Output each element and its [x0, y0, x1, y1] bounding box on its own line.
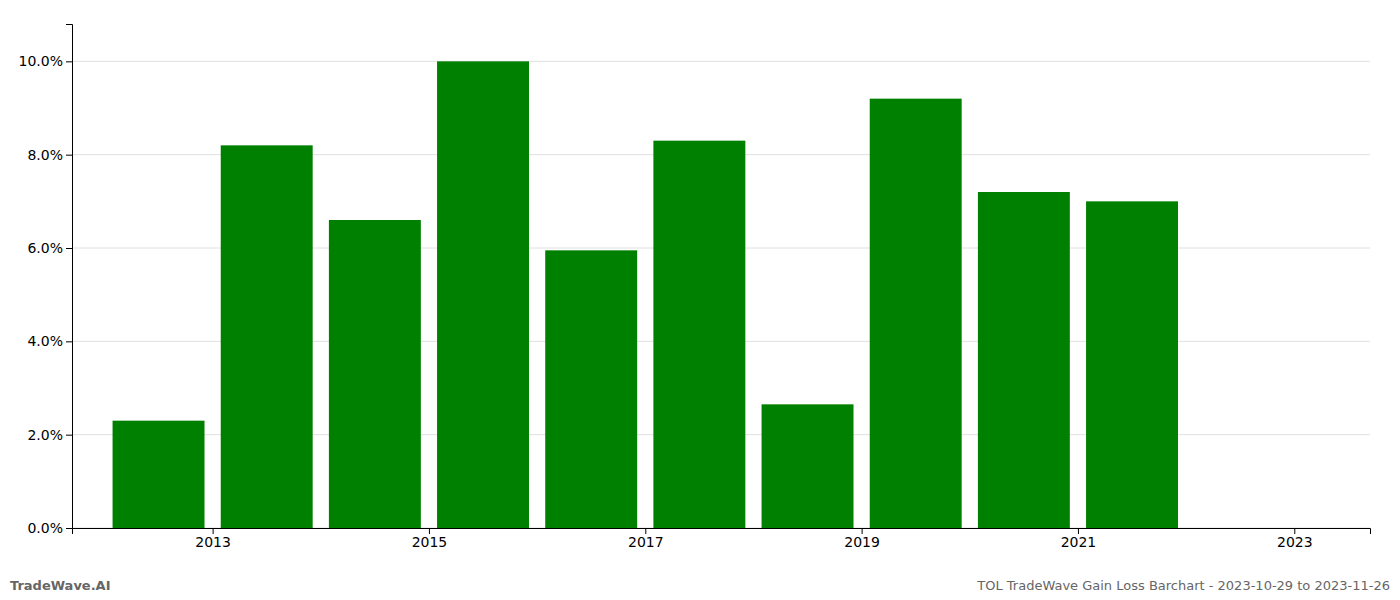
footer-text: TradeWave.AI	[10, 578, 111, 593]
tick-label: 8.0%	[27, 147, 63, 163]
bar	[437, 61, 529, 528]
tick-label: 2013	[195, 534, 231, 550]
tick: 8.0%	[27, 147, 72, 163]
bar	[221, 145, 313, 528]
chart-container: 0.0%2.0%4.0%6.0%8.0%10.0%201320152017201…	[0, 0, 1400, 600]
tick: 2.0%	[27, 427, 72, 443]
grid	[72, 61, 1370, 528]
tick-label: 2021	[1061, 534, 1097, 550]
bar	[870, 99, 962, 528]
tick: 2023	[1277, 528, 1313, 550]
tick-mark	[66, 61, 72, 62]
tick: 10.0%	[19, 53, 72, 69]
bars	[113, 61, 1178, 528]
tick-label: 2017	[628, 534, 664, 550]
bar	[545, 250, 637, 528]
tick: 2013	[195, 528, 231, 550]
bar	[1086, 201, 1178, 528]
plot: 0.0%2.0%4.0%6.0%8.0%10.0%201320152017201…	[19, 25, 1371, 550]
tick-label: 0.0%	[27, 520, 63, 536]
bar	[653, 141, 745, 528]
axis-line	[66, 25, 73, 529]
footer-text: TOL TradeWave Gain Loss Barchart - 2023-…	[976, 578, 1390, 593]
x-axis: 2013 2015 2017 2019 2021 2023	[73, 528, 1371, 550]
y-axis: 0.0% 2.0% 4.0% 6.0% 8.0% 10.0%	[19, 25, 73, 536]
tick-label: 4.0%	[27, 333, 63, 349]
tick-mark	[66, 248, 72, 249]
tick-label: 2.0%	[27, 427, 63, 443]
bar	[762, 404, 854, 528]
tick: 2021	[1061, 528, 1097, 550]
tick-label: 10.0%	[19, 53, 63, 69]
tick-mark	[66, 435, 72, 436]
tick-label: 2023	[1277, 534, 1313, 550]
axis-line	[73, 529, 1371, 535]
tick: 6.0%	[27, 240, 72, 256]
bar	[329, 220, 421, 528]
tick-mark	[66, 528, 72, 529]
tick: 2017	[628, 528, 664, 550]
tick: 2019	[844, 528, 880, 550]
tick-mark	[66, 155, 72, 156]
grid-line	[72, 61, 1370, 62]
tick: 0.0%	[27, 520, 72, 536]
tick-label: 6.0%	[27, 240, 63, 256]
bar	[113, 421, 205, 528]
bar	[978, 192, 1070, 528]
chart-svg: 0.0%2.0%4.0%6.0%8.0%10.0%201320152017201…	[0, 0, 1400, 600]
tick-label: 2015	[412, 534, 448, 550]
tick-mark	[66, 341, 72, 342]
tick-label: 2019	[844, 534, 880, 550]
tick: 2015	[412, 528, 448, 550]
tick: 4.0%	[27, 333, 72, 349]
